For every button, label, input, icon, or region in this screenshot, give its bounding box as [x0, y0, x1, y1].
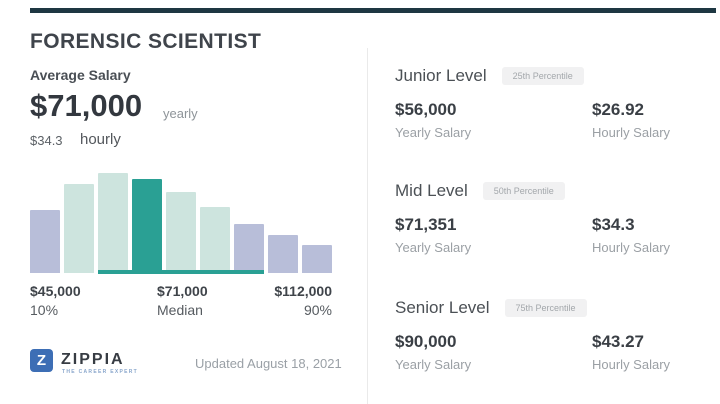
junior-hourly-value: $26.92: [592, 100, 644, 119]
histogram-bar-9: [302, 245, 332, 273]
salary-histogram-bars: [30, 168, 332, 273]
junior-yearly-value: $56,000: [395, 100, 457, 119]
mid-yearly-caption: Yearly Salary: [395, 240, 472, 255]
histogram-bar-8: [268, 235, 298, 273]
mid-hourly-caption: Hourly Salary: [592, 240, 671, 255]
histogram-bar-1: [30, 210, 60, 273]
senior-level-title: Senior Level: [395, 298, 490, 317]
junior-yearly-caption: Yearly Salary: [395, 125, 472, 140]
axis-sublabel-90th: 90%: [303, 302, 332, 318]
histogram-bar-3: [98, 173, 128, 273]
top-accent-bar: [30, 8, 716, 13]
zippia-logo-icon: Z: [30, 349, 53, 372]
zippia-logo-tagline: THE CAREER EXPERT: [62, 369, 138, 375]
junior-percentile-badge: 25th Percentile: [501, 67, 584, 85]
senior-hourly-caption: Hourly Salary: [592, 357, 671, 372]
senior-yearly-caption: Yearly Salary: [395, 357, 472, 372]
junior-level-title: Junior Level: [395, 66, 487, 85]
level-row-mid: Mid Level 50th Percentile $71,351 Yearly…: [395, 181, 715, 271]
hourly-unit-label: hourly: [80, 131, 121, 148]
mid-hourly-value: $34.3: [592, 215, 635, 234]
vertical-divider: [367, 48, 368, 404]
histogram-bar-2: [64, 184, 94, 273]
axis-label-median: $71,000: [157, 283, 208, 299]
senior-yearly-value: $90,000: [395, 332, 457, 351]
average-hourly-salary: $34.3: [30, 133, 63, 148]
updated-date: Updated August 18, 2021: [195, 356, 342, 371]
senior-hourly-value: $43.27: [592, 332, 644, 351]
axis-sublabel-median: Median: [157, 302, 203, 318]
level-row-senior: Senior Level 75th Percentile $90,000 Yea…: [395, 298, 715, 388]
mid-level-title: Mid Level: [395, 181, 468, 200]
zippia-logo-text: ZIPPIA: [61, 351, 125, 368]
mid-percentile-badge: 50th Percentile: [482, 182, 565, 200]
histogram-bar-7: [234, 224, 264, 273]
level-row-junior: Junior Level 25th Percentile $56,000 Yea…: [395, 66, 715, 156]
histogram-bar-5: [166, 192, 196, 273]
histogram-bar-6: [200, 207, 230, 273]
senior-percentile-badge: 75th Percentile: [504, 299, 587, 317]
mid-yearly-value: $71,351: [395, 215, 457, 234]
average-yearly-salary: $71,000: [30, 88, 143, 123]
page-title: FORENSIC SCIENTIST: [30, 30, 262, 53]
histogram-bar-4: [132, 179, 162, 273]
average-salary-label: Average Salary: [30, 67, 131, 83]
yearly-unit-label: yearly: [163, 106, 198, 121]
junior-hourly-caption: Hourly Salary: [592, 125, 671, 140]
axis-sublabel-10th: 10%: [30, 302, 59, 318]
axis-label-90th: $112,000: [274, 283, 332, 299]
axis-label-10th: $45,000: [30, 283, 81, 299]
histogram-highlight-strip: [98, 270, 264, 274]
